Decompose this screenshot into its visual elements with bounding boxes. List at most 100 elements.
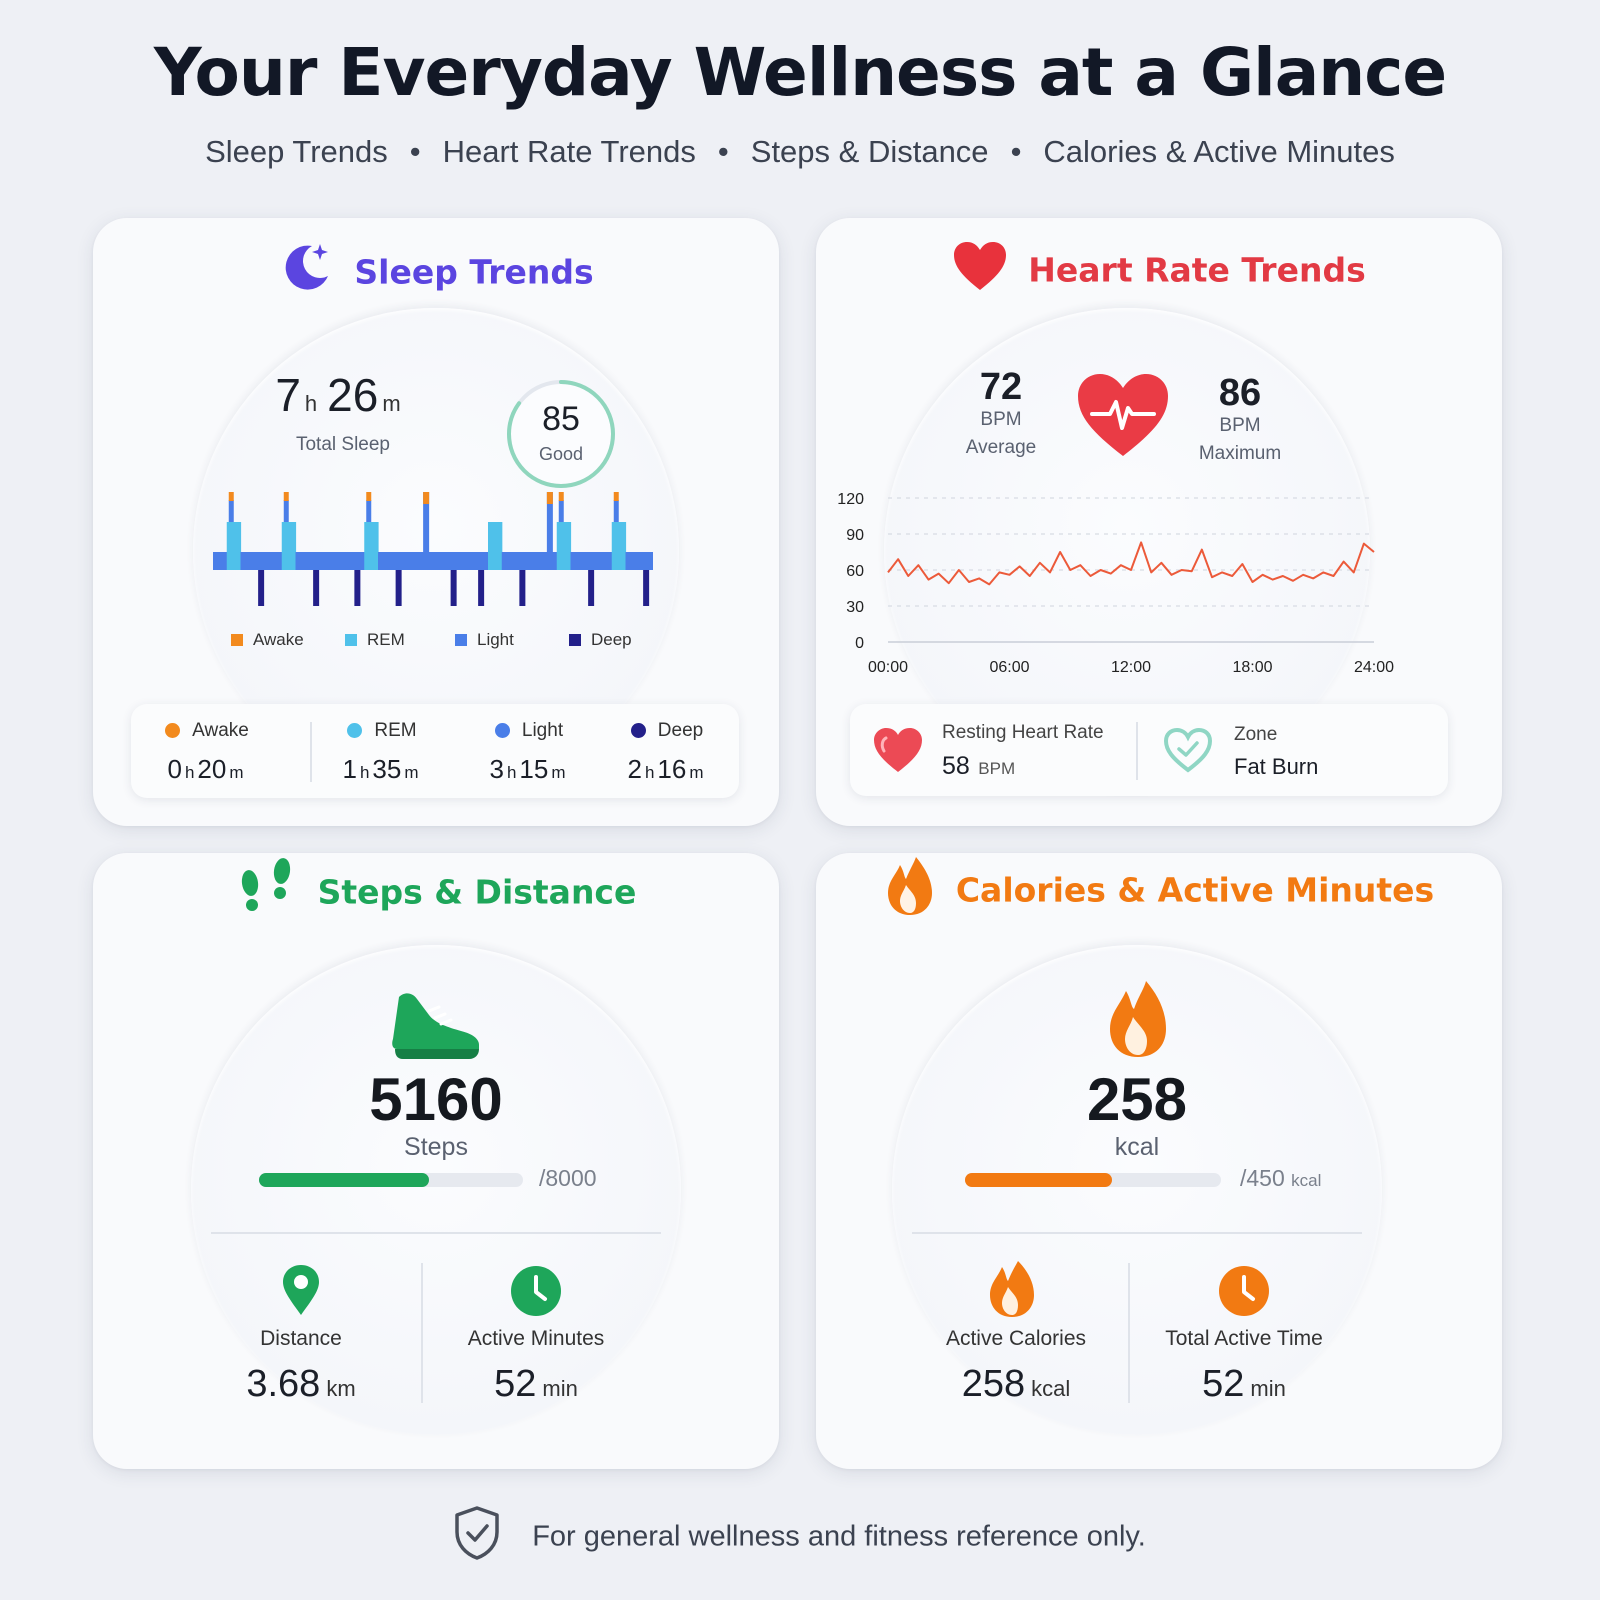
x-tick-label: 06:00: [989, 659, 1029, 676]
awake-hours: 0: [167, 754, 182, 784]
maximum-label: Maximum: [1198, 443, 1282, 464]
light-hours: 3: [489, 754, 504, 784]
steps-card-header: Steps & Distance: [93, 855, 779, 929]
calories-card-header: Calories & Active Minutes: [816, 855, 1502, 925]
total-sleep-hours: 7: [275, 369, 301, 421]
sleep-trends-card[interactable]: Sleep Trends 7 h 26 m Total Sleep 85 Good A…: [93, 218, 779, 826]
zone-heart-icon: [1162, 726, 1214, 774]
maximum-bpm: 86 BPM Maximum: [1172, 372, 1308, 465]
sleep-chart-legend: Awake REM Light Deep: [231, 630, 651, 654]
y-tick-label: 0: [855, 635, 864, 652]
legend-deep: Deep: [569, 630, 632, 650]
calories-progress-bar: [965, 1173, 1221, 1187]
awake-dot: [165, 723, 181, 738]
sleep-card-header: Sleep Trends: [93, 240, 779, 304]
stage-deep: Deep 2 h 16 m: [591, 704, 743, 798]
total-sleep: 7 h 26 m: [253, 368, 433, 422]
unit-m: m: [689, 763, 704, 782]
stage-rem: REM 1 h 35 m: [306, 704, 458, 798]
page-title: Your Everyday Wellness at a Glance: [153, 34, 1447, 111]
heart-pulse-icon: [1074, 370, 1172, 460]
awake-swatch: [231, 634, 243, 646]
average-value: 72: [979, 366, 1023, 408]
rem-minutes: 35: [372, 754, 402, 784]
active-minutes-metric: 52 min: [433, 1363, 639, 1406]
average-bpm: 72 BPM Average: [926, 366, 1076, 459]
steps-progress-bar: [259, 1173, 523, 1187]
legend-rem: REM: [345, 630, 405, 650]
sleep-rem-spike: [613, 500, 619, 522]
total-active-time-metric: 52 min: [1142, 1363, 1346, 1406]
stage-awake: Awake 0 h 20 m: [131, 704, 283, 798]
steps-goal: /8000: [539, 1165, 597, 1191]
sleep-segment-rem: [281, 522, 297, 570]
calories-goal-value: /450: [1240, 1165, 1285, 1191]
rem-hours: 1: [342, 754, 357, 784]
section-heart-rate-trends: Heart Rate Trends: [442, 134, 696, 169]
sleep-stage-summary: Awake 0 h 20 m REM 1 h 35 m Light 3 h 15 m Deep 2…: [131, 704, 739, 798]
sleep-deep-spike: [313, 570, 320, 606]
active-calories-unit: kcal: [1031, 1376, 1071, 1401]
resting-heart-icon: [872, 726, 924, 774]
clock-icon: [510, 1265, 562, 1317]
divider: [912, 1232, 1362, 1234]
resting-unit: BPM: [978, 759, 1016, 778]
sleep-rem-spike: [283, 500, 289, 522]
stage-awake-label: Awake: [192, 720, 249, 741]
distance-label: Distance: [260, 1327, 342, 1350]
sleep-segment-light: [501, 552, 517, 570]
sleep-deep-spike: [354, 570, 361, 606]
sleep-awake-line: [546, 492, 553, 552]
sleep-segment-light: [405, 552, 420, 570]
y-tick-label: 120: [837, 491, 864, 508]
resting-heart-rate-label: Resting Heart Rate: [942, 722, 1104, 743]
sleep-deep-spike: [258, 570, 265, 606]
sleep-rem-spike: [366, 500, 372, 522]
section-list: Sleep Trends • Heart Rate Trends • Steps & D…: [0, 134, 1600, 170]
divider: [1136, 722, 1138, 780]
divider: [211, 1232, 661, 1234]
zone-value: Fat Burn: [1234, 754, 1319, 779]
legend-deep-label: Deep: [591, 630, 632, 649]
sleep-awake-spike: [546, 492, 553, 504]
moon-star-icon: [278, 240, 334, 304]
calories-goal-unit: kcal: [1291, 1171, 1322, 1190]
legend-light: Light: [455, 630, 514, 650]
calories-unit: kcal: [1114, 1133, 1160, 1161]
heart-card-title: Heart Rate Trends: [1028, 250, 1366, 290]
calories-total: 258: [1086, 1066, 1188, 1133]
sleep-segment-deep: [446, 552, 462, 570]
maximum-value: 86: [1218, 372, 1262, 414]
sleep-segment-rem: [226, 522, 242, 570]
active-minutes-value: 52: [494, 1363, 537, 1405]
total-active-time-label: Total Active Time: [1165, 1327, 1323, 1350]
clock-icon: [1218, 1265, 1270, 1317]
steps-count: 5160: [369, 1066, 503, 1133]
sleep-awake-spike: [613, 492, 619, 501]
sleep-awake-spike: [423, 492, 430, 504]
sleep-segment-light: [598, 552, 613, 570]
steps-distance-card[interactable]: Steps & Distance 5160 Steps /8000 Distan…: [93, 853, 779, 1469]
separator-dot: •: [1010, 134, 1022, 169]
sleep-segment-light: [433, 552, 448, 570]
calories-card[interactable]: Calories & Active Minutes 258 kcal /450 …: [816, 853, 1502, 1469]
sleep-awake-spike: [228, 492, 234, 501]
sleep-segment-deep: [474, 552, 489, 570]
sleep-segment-deep: [309, 552, 324, 570]
sleep-segment-deep: [639, 552, 654, 570]
resting-value: 58: [942, 752, 970, 780]
sleep-segment-rem: [364, 522, 379, 570]
y-tick-label: 60: [846, 563, 864, 580]
steps-card-title: Steps & Distance: [317, 872, 637, 912]
sleep-awake-spike: [283, 492, 289, 501]
active-calories-metric: 258 kcal: [916, 1363, 1116, 1406]
sleep-segment-rem: [556, 522, 572, 570]
heart-rate-series-line: [887, 541, 1375, 586]
total-active-time-value: 52: [1202, 1363, 1245, 1405]
zone-label: Zone: [1234, 724, 1278, 745]
distance-value: 3.68: [246, 1363, 321, 1405]
location-pin-icon: [281, 1263, 321, 1317]
heart-rate-card[interactable]: Heart Rate Trends 72 BPM Average 86 BPM …: [816, 218, 1502, 826]
unit-h: h: [359, 763, 370, 782]
x-tick-label: 12:00: [1111, 659, 1151, 676]
